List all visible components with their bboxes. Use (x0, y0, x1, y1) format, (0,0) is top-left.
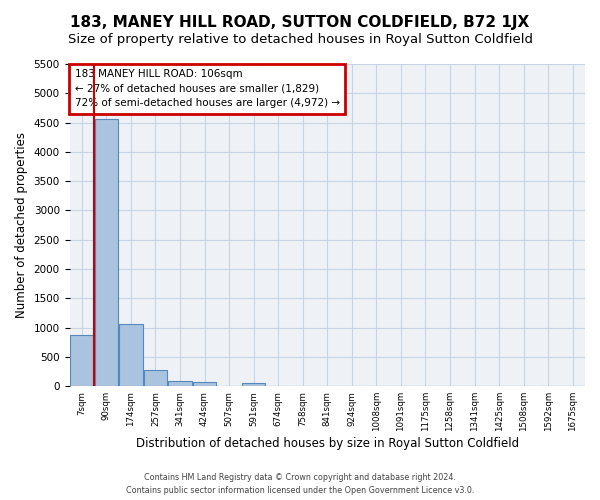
Bar (95, 119, 118, 386)
Bar (193, 382, 216, 386)
Text: Size of property relative to detached houses in Royal Sutton Coldfield: Size of property relative to detached ho… (67, 32, 533, 46)
Bar (119, 324, 143, 386)
Bar (169, 381, 191, 386)
Text: 183, MANEY HILL ROAD, SUTTON COLDFIELD, B72 1JX: 183, MANEY HILL ROAD, SUTTON COLDFIELD, … (70, 15, 530, 30)
Bar (144, 370, 167, 386)
Text: Contains HM Land Registry data © Crown copyright and database right 2024.
Contai: Contains HM Land Registry data © Crown c… (126, 473, 474, 495)
Text: 183 MANEY HILL ROAD: 106sqm
← 27% of detached houses are smaller (1,829)
72% of : 183 MANEY HILL ROAD: 106sqm ← 27% of det… (74, 69, 340, 108)
Bar (242, 383, 265, 386)
Bar (70, 334, 94, 386)
X-axis label: Distribution of detached houses by size in Royal Sutton Coldfield: Distribution of detached houses by size … (136, 437, 519, 450)
Y-axis label: Number of detached properties: Number of detached properties (15, 132, 28, 318)
